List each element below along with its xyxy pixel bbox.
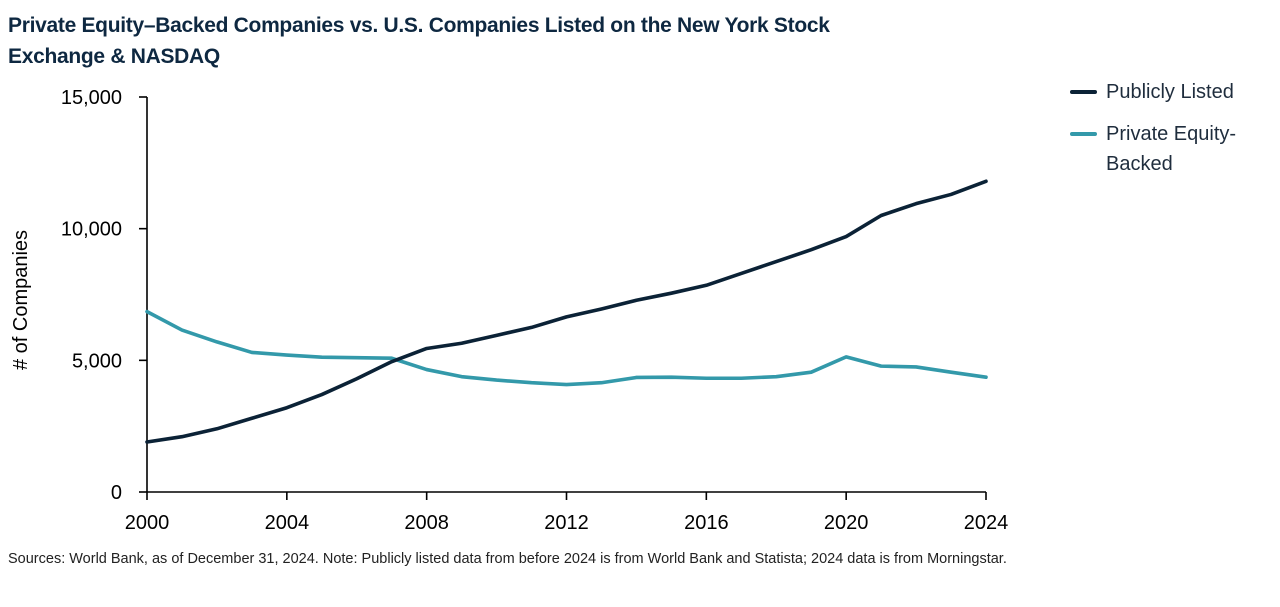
series-line-private-equity [145,309,988,387]
x-tick-label: 2008 [404,512,449,534]
x-tick-label: 2020 [824,512,869,534]
legend-item-publicly-listed: Publicly Listed [1070,77,1275,107]
y-tick-label: 0 [111,482,122,504]
x-tick-label: 2024 [964,512,1009,534]
legend-swatch-private-equity [1070,132,1097,136]
legend-swatch-publicly-listed [1070,90,1097,94]
chart-axes [146,97,986,493]
source-footnote: Sources: World Bank, as of December 31, … [8,551,1007,567]
series-line-publicly-listed [145,179,988,444]
y-tick-label: 15,000 [61,87,122,109]
y-tick-label: 10,000 [61,219,122,241]
chart-ticks: 0 5,000 10,000 15,000 2000 2004 2008 2012 2016 20… [61,87,1008,534]
x-tick-label: 2016 [684,512,729,534]
legend-item-private-equity: Private Equity-Backed [1070,119,1275,179]
x-tick-label: 2004 [265,512,310,534]
x-tick-label: 2012 [544,512,589,534]
chart-legend: Publicly Listed Private Equity-Backed [1070,77,1275,191]
y-axis-label: # of Companies [10,230,32,370]
y-tick-label: 5,000 [72,350,122,372]
chart-title: Private Equity–Backed Companies vs. U.S.… [8,14,830,68]
legend-label-private-equity: Private Equity-Backed [1106,123,1237,175]
x-tick-label: 2000 [125,512,170,534]
chart-series [145,179,988,444]
legend-label-publicly-listed: Publicly Listed [1106,81,1234,103]
